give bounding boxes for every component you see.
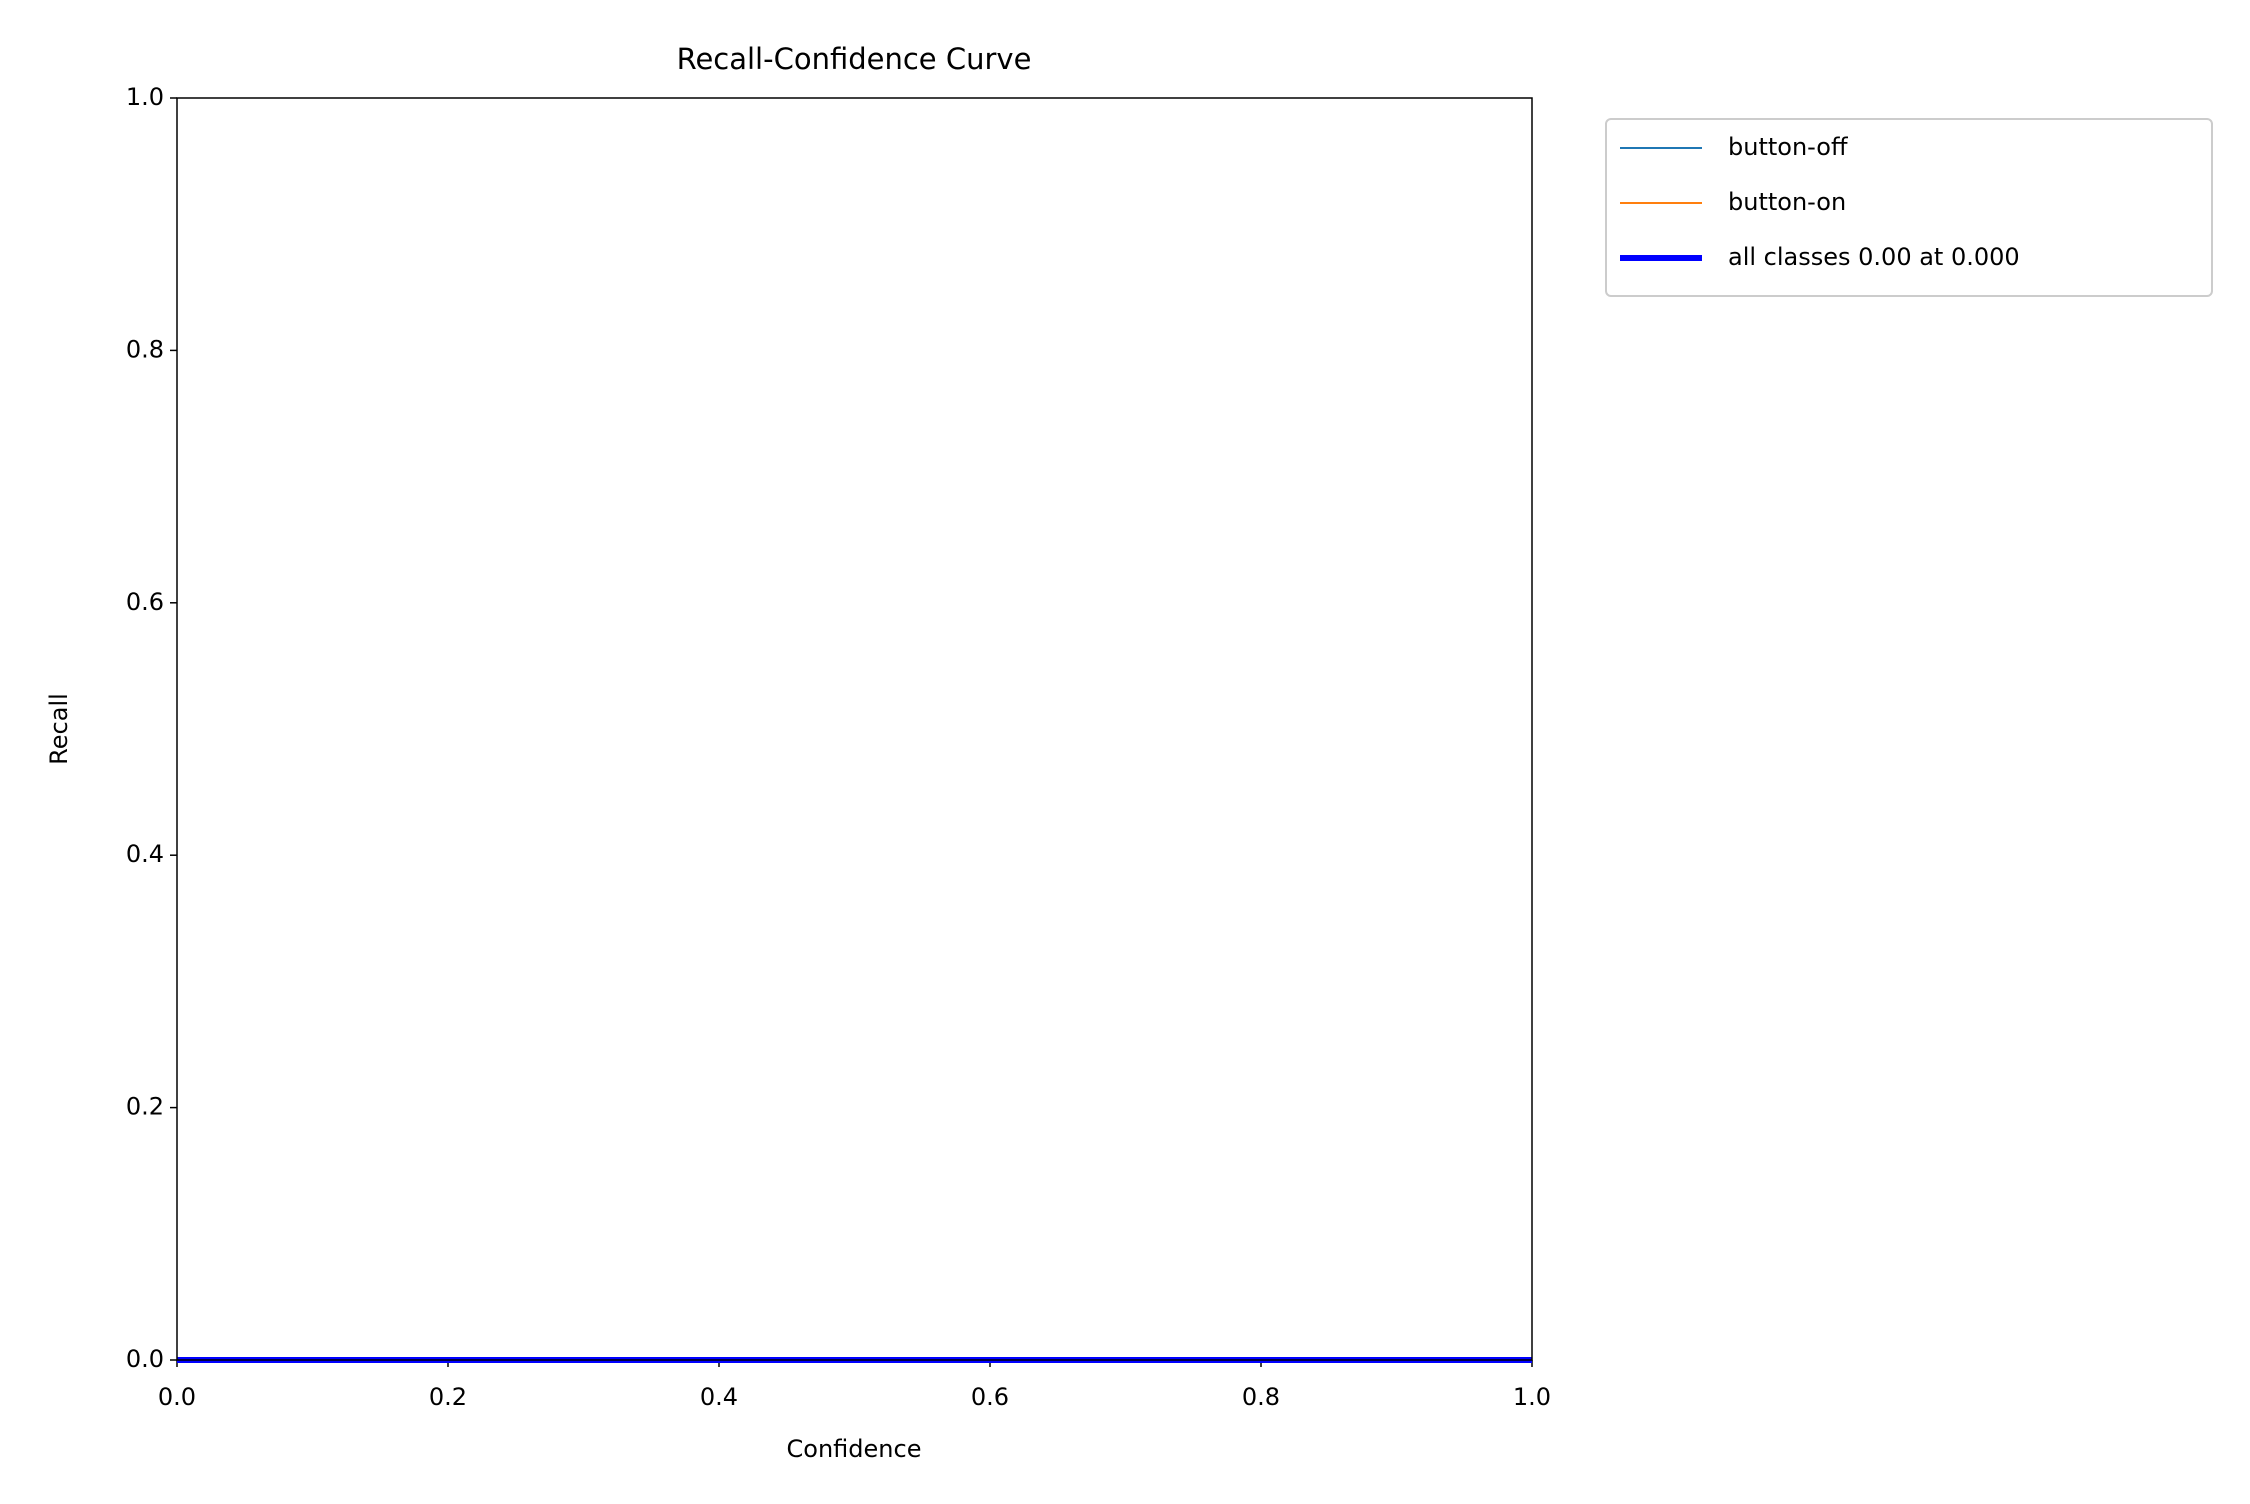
x-tick-label: 0.2 [429,1383,467,1411]
y-axis-label: Recall [45,693,73,765]
legend-box [1605,118,2213,297]
y-tick-label: 0.0 [126,1345,164,1373]
chart-title: Recall-Confidence Curve [677,42,1032,76]
legend-label: all classes 0.00 at 0.000 [1728,243,2020,271]
x-tick-label: 0.6 [971,1383,1009,1411]
y-tick-label: 0.8 [126,335,164,363]
x-axis-label: Confidence [787,1435,922,1463]
y-tick-label: 0.4 [126,840,164,868]
plot-frame [176,97,1533,1361]
y-tick-label: 1.0 [126,83,164,111]
y-tick-label: 0.2 [126,1093,164,1121]
legend-label: button-off [1728,133,1848,161]
x-tick-label: 0.8 [1242,1383,1280,1411]
y-tick-label: 0.6 [126,588,164,616]
x-tick-label: 0.0 [158,1383,196,1411]
x-tick-label: 1.0 [1513,1383,1551,1411]
x-tick-label: 0.4 [700,1383,738,1411]
legend-label: button-on [1728,188,1846,216]
